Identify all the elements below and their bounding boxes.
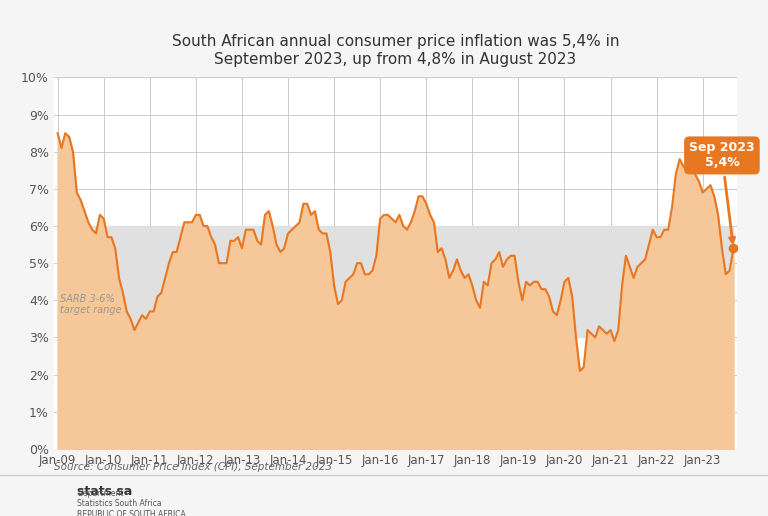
Title: South African annual consumer price inflation was 5,4% in
September 2023, up fro: South African annual consumer price infl… (172, 34, 619, 67)
Text: SARB 3-6%
target range: SARB 3-6% target range (60, 294, 121, 315)
Text: Source: Consumer Price Index (CPI), September 2023: Source: Consumer Price Index (CPI), Sept… (54, 461, 332, 472)
Text: stats sa: stats sa (77, 485, 132, 498)
Text: Sep 2023
5,4%: Sep 2023 5,4% (689, 141, 755, 243)
Text: Department
Statistics South Africa
REPUBLIC OF SOUTH AFRICA: Department Statistics South Africa REPUB… (77, 489, 186, 516)
